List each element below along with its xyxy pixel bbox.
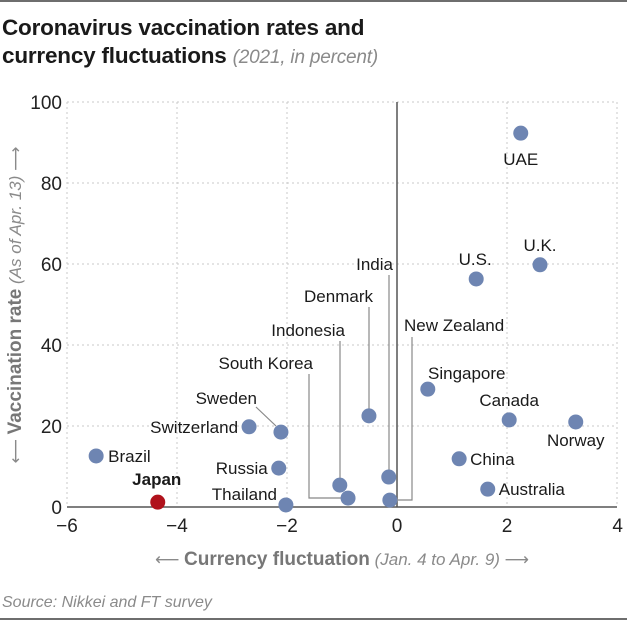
title-line-1: Coronavirus vaccination rates and: [2, 15, 365, 40]
x-tick-label: −2: [276, 516, 298, 537]
point-china[interactable]: [451, 451, 467, 467]
label-russia: Russia: [216, 459, 269, 478]
y-tick-label: 40: [41, 336, 62, 357]
leader-line-new-zealand: [398, 337, 413, 501]
label-thailand: Thailand: [212, 485, 277, 504]
point-indonesia[interactable]: [332, 477, 348, 493]
y-tick-label: 80: [41, 174, 62, 195]
title-subtitle: (2021, in percent): [232, 47, 379, 68]
point-canada[interactable]: [501, 412, 517, 428]
y-tick-label: 0: [51, 498, 62, 519]
point-japan[interactable]: [150, 494, 166, 510]
x-axis-title-main: Currency fluctuation: [184, 549, 370, 570]
x-tick-label: −6: [56, 516, 78, 537]
title-line-2: currency fluctuations (2021, in percent): [2, 42, 378, 72]
label-denmark: Denmark: [304, 287, 373, 306]
label-u-k: U.K.: [523, 236, 556, 255]
x-tick-label: 0: [392, 516, 403, 537]
x-tick-label: −4: [166, 516, 188, 537]
point-singapore[interactable]: [420, 381, 436, 397]
label-indonesia: Indonesia: [271, 321, 345, 340]
bottom-rule: [0, 618, 627, 620]
grid-lines: [66, 101, 618, 507]
point-australia[interactable]: [480, 481, 496, 497]
point-u-k[interactable]: [532, 257, 548, 273]
label-u-s: U.S.: [459, 250, 492, 269]
x-axis-arrow-left: ⟵: [155, 550, 184, 569]
chart-title: Coronavirus vaccination rates and curren…: [2, 14, 378, 72]
point-thailand[interactable]: [278, 497, 294, 513]
label-switzerland: Switzerland: [150, 418, 238, 437]
title-line-2-text: currency fluctuations: [2, 43, 227, 68]
y-tick-label: 20: [41, 417, 62, 438]
y-axis-title-sub: (As of Apr. 13): [6, 176, 25, 289]
point-sweden[interactable]: [273, 424, 289, 440]
leader-line-south-korea: [308, 374, 341, 499]
x-axis-arrow-right: ⟶: [500, 550, 529, 569]
label-japan: Japan: [132, 470, 181, 489]
point-denmark[interactable]: [361, 408, 377, 424]
label-singapore: Singapore: [428, 364, 506, 383]
point-norway[interactable]: [568, 414, 584, 430]
y-tick-label: 60: [41, 255, 62, 276]
axis-titles: ⟵ Currency fluctuation (Jan. 4 to Apr. 9…: [5, 146, 529, 570]
point-south-korea[interactable]: [340, 490, 356, 506]
point-uae[interactable]: [513, 125, 529, 141]
tick-labels: 0 20 40 60 80 100 −6 −4 −2 0 2 4: [30, 93, 623, 537]
label-australia: Australia: [499, 480, 566, 499]
point-switzerland[interactable]: [241, 419, 257, 435]
point-new-zealand[interactable]: [382, 492, 398, 508]
source-note: Source: Nikkei and FT survey: [2, 594, 212, 611]
point-india[interactable]: [381, 469, 397, 485]
y-tick-label: 100: [30, 93, 62, 114]
leader-line-sweden: [255, 406, 277, 427]
label-sweden: Sweden: [196, 389, 257, 408]
y-axis-arrow-down: ⟵: [6, 434, 25, 463]
label-norway: Norway: [547, 431, 605, 450]
y-axis-title-main: Vaccination rate: [5, 289, 26, 435]
y-axis-arrow-up: ⟶: [6, 146, 25, 175]
point-labels: UAE U.K. U.S. Singapore Canada Norway China Aus…: [108, 150, 605, 504]
y-axis-title: ⟵ Vaccination rate (As of Apr. 13) ⟶: [5, 146, 26, 463]
label-canada: Canada: [479, 391, 539, 410]
x-tick-label: 2: [502, 516, 513, 537]
data-points: [88, 125, 584, 513]
point-russia[interactable]: [271, 460, 287, 476]
label-india: India: [356, 255, 393, 274]
label-china: China: [470, 450, 515, 469]
point-brazil[interactable]: [88, 448, 104, 464]
point-u-s[interactable]: [468, 271, 484, 287]
x-tick-label: 4: [612, 516, 623, 537]
x-axis-title-sub: (Jan. 4 to Apr. 9): [370, 550, 500, 569]
leader-lines: [255, 275, 413, 501]
label-south-korea: South Korea: [218, 354, 313, 373]
x-axis-title: ⟵ Currency fluctuation (Jan. 4 to Apr. 9…: [155, 549, 529, 570]
label-brazil: Brazil: [108, 447, 151, 466]
label-new-zealand: New Zealand: [404, 316, 504, 335]
label-uae: UAE: [503, 150, 538, 169]
top-rule: [0, 0, 627, 2]
